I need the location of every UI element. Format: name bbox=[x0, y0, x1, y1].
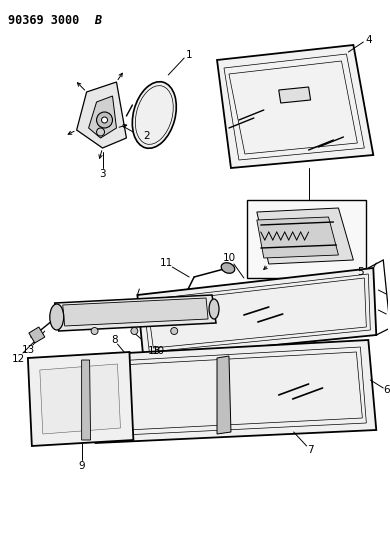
Polygon shape bbox=[279, 87, 310, 103]
Text: 3: 3 bbox=[99, 169, 106, 179]
Circle shape bbox=[289, 90, 299, 100]
Text: 2: 2 bbox=[143, 131, 150, 141]
Circle shape bbox=[101, 117, 108, 123]
Polygon shape bbox=[55, 295, 216, 331]
Circle shape bbox=[131, 327, 138, 335]
Text: 1: 1 bbox=[186, 50, 192, 60]
Polygon shape bbox=[217, 356, 231, 434]
Text: 13: 13 bbox=[148, 346, 161, 356]
Polygon shape bbox=[149, 280, 365, 350]
Polygon shape bbox=[217, 45, 373, 168]
Text: 5: 5 bbox=[357, 267, 364, 277]
Ellipse shape bbox=[221, 263, 235, 273]
Polygon shape bbox=[29, 327, 45, 343]
Text: 10: 10 bbox=[152, 346, 165, 356]
Polygon shape bbox=[137, 268, 376, 358]
Polygon shape bbox=[77, 82, 126, 148]
Text: 8: 8 bbox=[111, 335, 118, 345]
Polygon shape bbox=[40, 364, 121, 434]
Polygon shape bbox=[257, 208, 353, 264]
Text: 11: 11 bbox=[160, 258, 173, 268]
Polygon shape bbox=[82, 360, 90, 440]
Text: 6: 6 bbox=[383, 385, 390, 395]
Text: 7: 7 bbox=[307, 445, 314, 455]
Text: 12: 12 bbox=[12, 354, 25, 364]
Polygon shape bbox=[90, 340, 376, 443]
FancyBboxPatch shape bbox=[247, 200, 366, 278]
Ellipse shape bbox=[50, 304, 64, 330]
Polygon shape bbox=[257, 217, 339, 258]
Text: 9: 9 bbox=[78, 461, 85, 471]
Text: 10: 10 bbox=[222, 253, 236, 263]
Ellipse shape bbox=[209, 299, 219, 319]
Text: B: B bbox=[94, 14, 102, 27]
Text: 13: 13 bbox=[22, 345, 35, 355]
Text: 90369 3000: 90369 3000 bbox=[8, 14, 79, 27]
Polygon shape bbox=[63, 298, 208, 326]
Circle shape bbox=[91, 327, 98, 335]
Ellipse shape bbox=[132, 82, 176, 148]
Text: 4: 4 bbox=[365, 35, 372, 45]
Circle shape bbox=[97, 112, 112, 128]
Circle shape bbox=[97, 128, 105, 136]
Polygon shape bbox=[28, 352, 133, 446]
Polygon shape bbox=[89, 96, 117, 138]
Circle shape bbox=[171, 327, 178, 335]
